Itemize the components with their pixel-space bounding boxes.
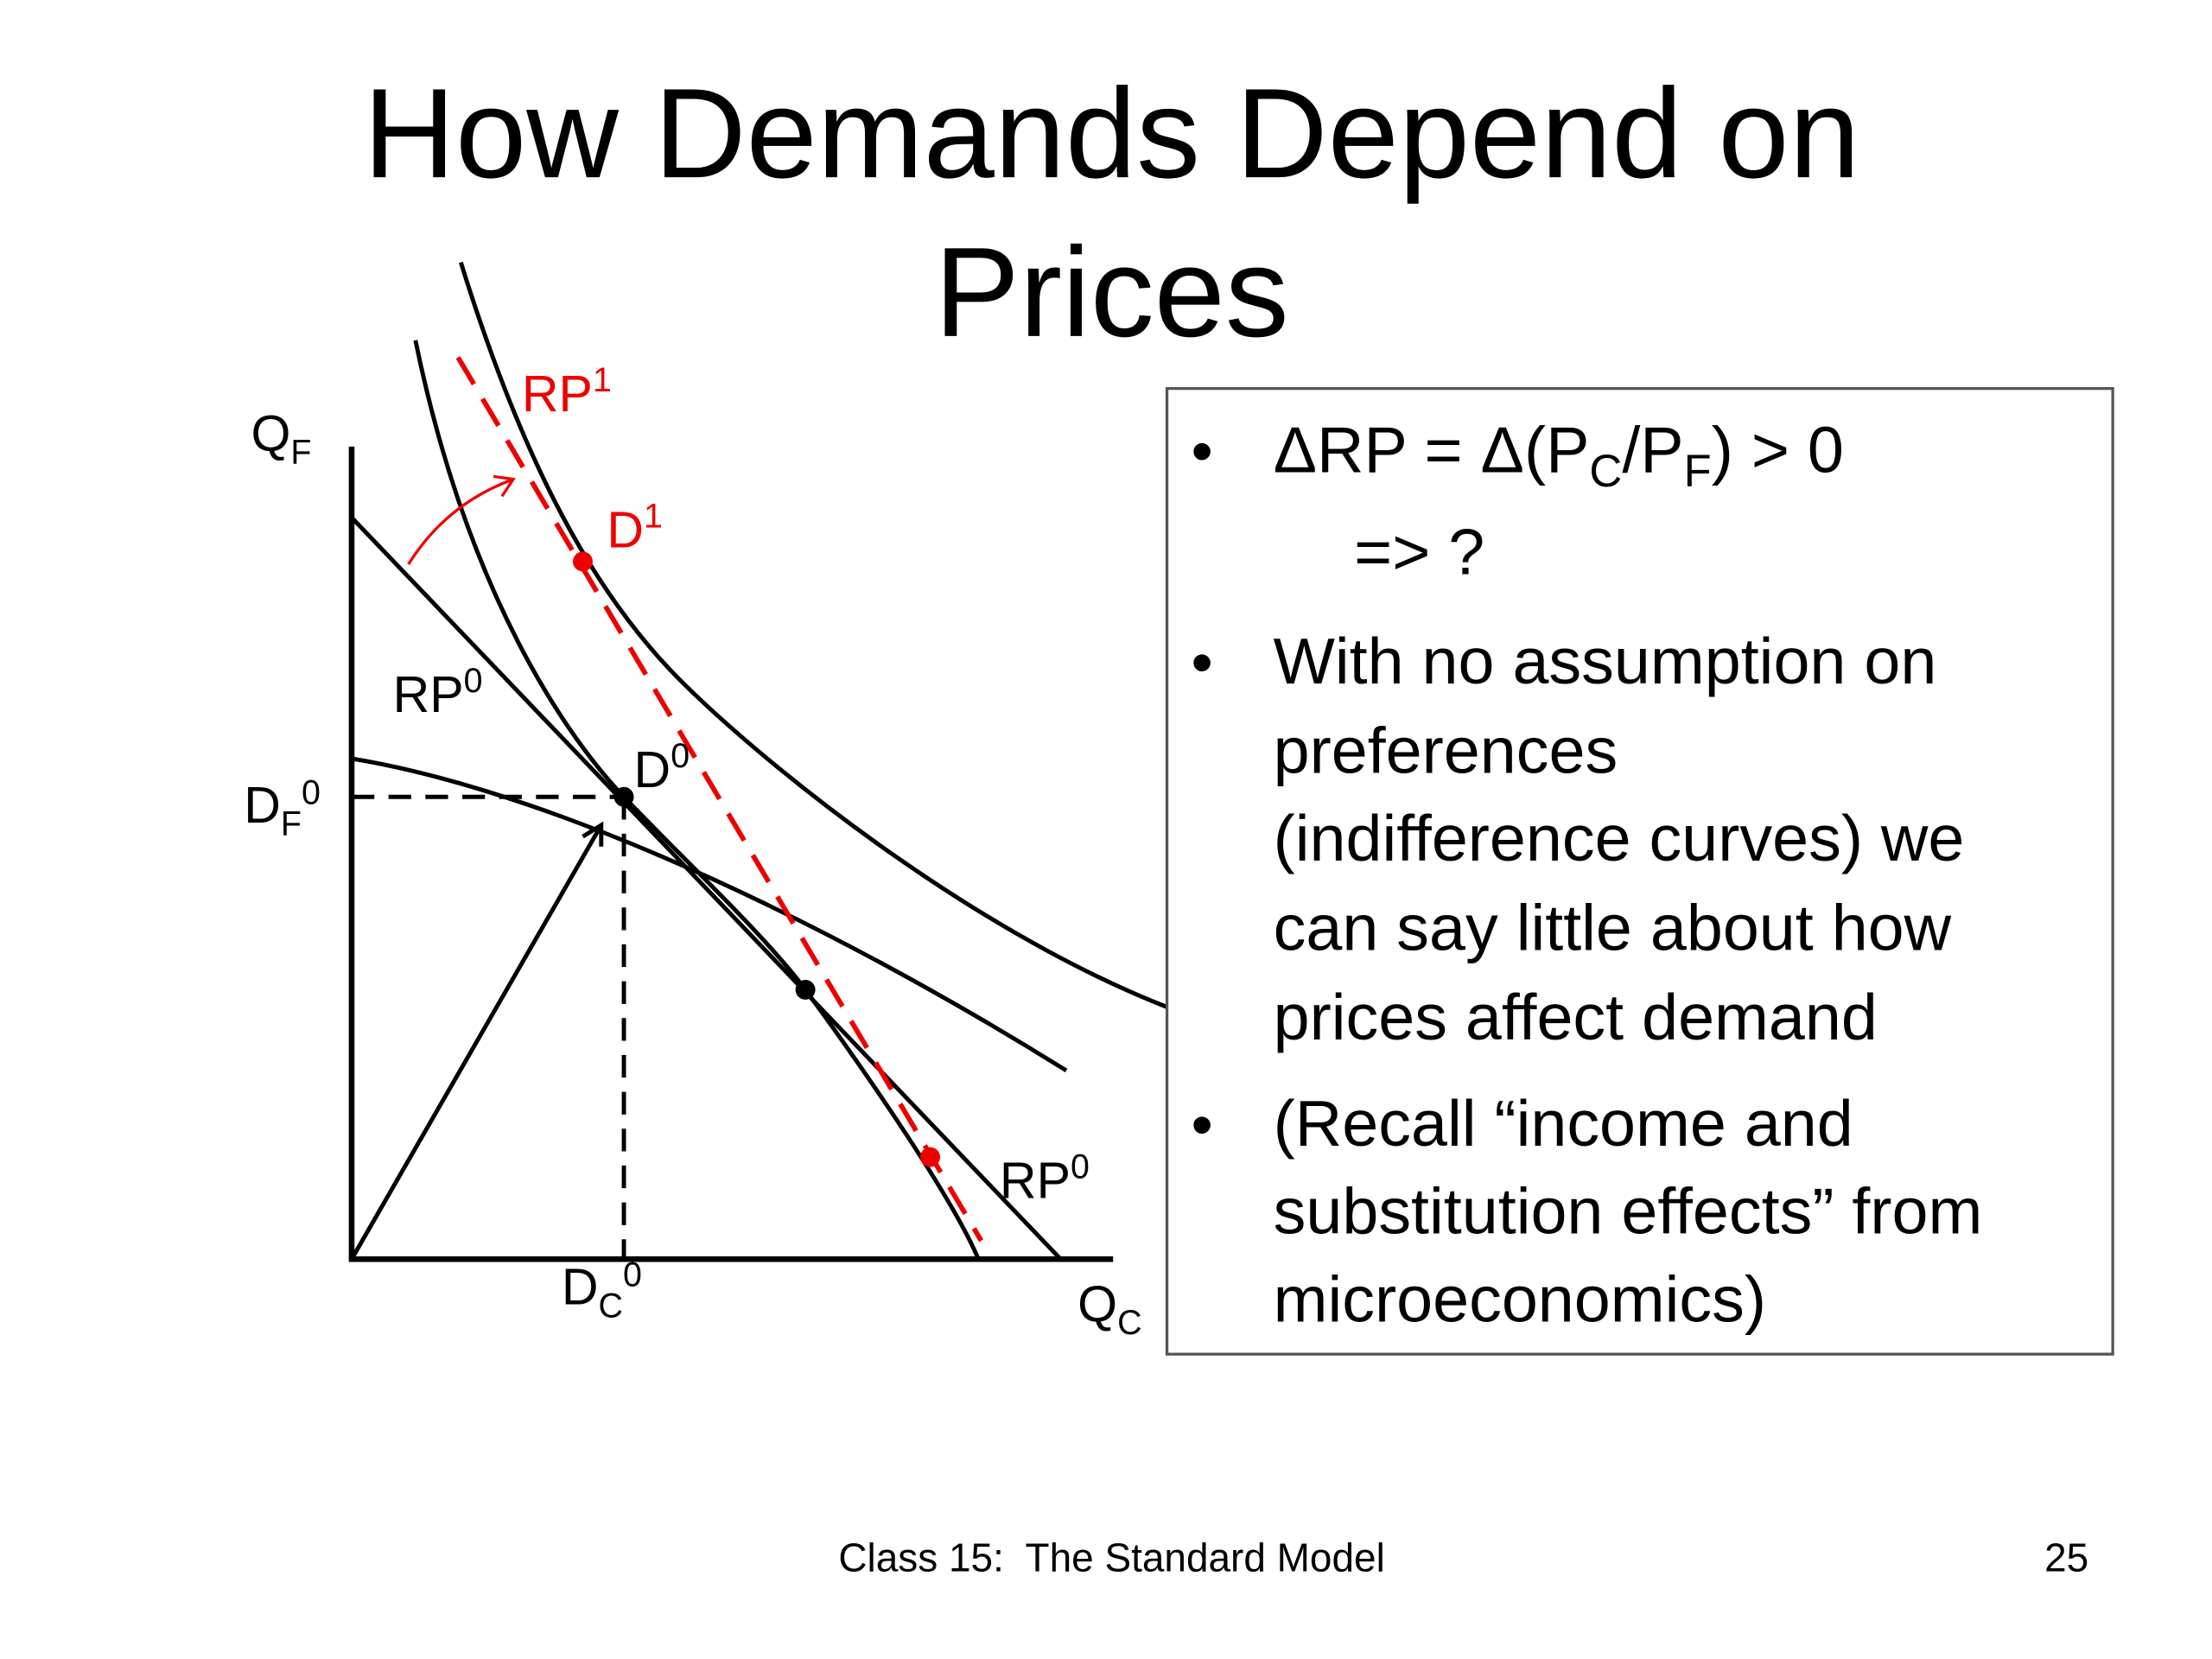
bullet-list: • ΔRP = Δ(PC/PF) > 0 => ? • With no assumpti… xyxy=(1191,413,1982,1335)
arrow-head xyxy=(582,821,604,847)
indifference-curve xyxy=(458,261,1206,1023)
label-main: D xyxy=(562,1259,599,1316)
point xyxy=(572,551,593,572)
bullet-line: (indifference curves) we xyxy=(1274,802,1965,874)
diagram-label: RP1 xyxy=(522,361,612,423)
label-main: RP xyxy=(522,365,593,423)
bullet-dot: • xyxy=(1191,628,1212,697)
label-sub: F xyxy=(281,805,302,843)
title-line: Prices xyxy=(934,221,1288,364)
bullet-line: ΔRP = Δ(PC/PF) > 0 xyxy=(1274,413,1844,496)
subscript: F xyxy=(1684,446,1712,497)
budget-line xyxy=(350,516,1063,1261)
bullet-line: (Recall “income and xyxy=(1274,1087,1853,1160)
bullet-dot: • xyxy=(1191,1090,1212,1160)
diagram-label: QF xyxy=(251,405,311,472)
point xyxy=(920,1147,940,1167)
page-number: 25 xyxy=(2044,1535,2088,1580)
label-sup: 0 xyxy=(464,662,483,700)
diagram-label: QC xyxy=(1077,1275,1141,1342)
label-sup: 0 xyxy=(302,773,321,811)
title-line: How Demands Depend on xyxy=(363,62,1859,205)
diagram xyxy=(348,261,1206,1262)
text-box xyxy=(1165,387,2114,1356)
text-run: can say little about how xyxy=(1274,891,1952,963)
bullet-line: With no assumption on xyxy=(1274,625,1937,697)
text-run: ) > 0 xyxy=(1712,413,1844,486)
label-sup: 1 xyxy=(593,361,612,399)
bullet-dot: • xyxy=(1191,416,1212,486)
diagram-label: D1 xyxy=(607,497,663,558)
footer-caption: Class 15: The Standard Model xyxy=(838,1535,1384,1580)
budget-line-new xyxy=(455,356,984,1243)
arrow xyxy=(349,823,603,1261)
bullet-line: => ? xyxy=(1354,516,1484,588)
label-main: RP xyxy=(1000,1153,1071,1210)
text-run: preferences xyxy=(1274,714,1618,786)
label-main: RP xyxy=(393,666,464,723)
text-run: prices affect demand xyxy=(1274,981,1878,1053)
label-main: D xyxy=(244,777,281,834)
arrow xyxy=(407,478,514,566)
bullet-line: prices affect demand xyxy=(1274,981,1878,1053)
text-run: With no assumption on xyxy=(1274,625,1937,697)
diagram-label: RP0 xyxy=(393,662,483,723)
label-sup: 0 xyxy=(623,1255,642,1294)
text-run: (Recall “income and xyxy=(1274,1087,1853,1160)
indifference-curve xyxy=(413,340,981,1261)
label-main: Q xyxy=(1077,1275,1117,1332)
bullet-line: substitution effects” from xyxy=(1274,1175,1983,1248)
label-sup: 0 xyxy=(671,737,690,775)
bullet-line: microeconomics) xyxy=(1274,1262,1766,1335)
point xyxy=(795,979,816,1000)
text-run: => ? xyxy=(1354,516,1484,588)
label-main: D xyxy=(634,741,671,798)
text-run: ΔRP = Δ(P xyxy=(1274,413,1590,486)
arrow-head xyxy=(493,474,516,498)
text-run: microeconomics) xyxy=(1274,1262,1766,1335)
label-main: Q xyxy=(251,405,290,462)
text-run: /P xyxy=(1622,413,1683,486)
diagram-label: D0 xyxy=(634,737,690,798)
bullet-line: can say little about how xyxy=(1274,891,1952,963)
label-sub: C xyxy=(599,1287,623,1325)
label-sub: C xyxy=(1117,1304,1141,1342)
diagram-label: DF0 xyxy=(244,773,321,842)
text-run: substitution effects” from xyxy=(1274,1175,1983,1248)
bullet-line: preferences xyxy=(1274,714,1618,786)
diagram-label: RP0 xyxy=(1000,1148,1090,1210)
label-sup: 1 xyxy=(644,497,663,535)
label-sup: 0 xyxy=(1071,1148,1090,1186)
text-run: (indifference curves) we xyxy=(1274,802,1965,874)
transformation-curve xyxy=(351,756,1068,1073)
diagram-label: DC0 xyxy=(562,1255,642,1325)
subscript: C xyxy=(1589,446,1622,497)
label-sub: F xyxy=(290,434,311,472)
label-main: D xyxy=(607,501,644,558)
point xyxy=(613,786,634,807)
